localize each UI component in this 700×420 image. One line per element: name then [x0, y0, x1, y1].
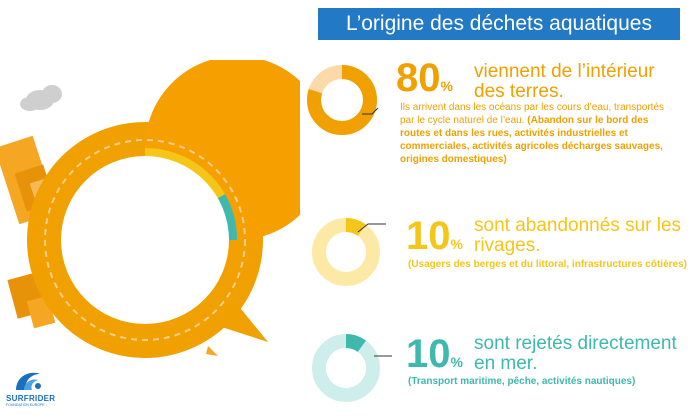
stat-detail: (Usagers des berges et du littoral, infr… [408, 259, 687, 270]
ocean-illustration [0, 60, 300, 358]
stat-detail: Ils arrivent dans les océans par les cou… [400, 102, 665, 165]
page-title: L’origine des déchets aquatiques [318, 8, 680, 40]
cloud-icon [20, 85, 62, 111]
stat-percent: 10% [406, 214, 463, 258]
logo-name: SURFRIDER [6, 394, 56, 403]
donut-10-sea [312, 334, 392, 402]
stat-percent: 80% [396, 56, 453, 100]
stat-percent: 10% [406, 332, 463, 376]
stat-headline: sont abandonnés sur les rivages. [474, 215, 682, 256]
stat-detail: (Transport maritime, pêche, activités na… [408, 376, 636, 387]
surfrider-logo: SURFRIDER FOUNDATION EUROPE [6, 368, 66, 416]
wave-logo-icon [16, 372, 41, 390]
donut-10-shore [312, 218, 386, 286]
illustration-center [61, 156, 229, 324]
stat-headline: viennent de l’intérieur des terres. [474, 61, 655, 102]
stat-headline: sont rejetés directement en mer. [474, 333, 677, 374]
donut-80 [307, 65, 379, 135]
logo-subtitle: FOUNDATION EUROPE [6, 403, 45, 407]
